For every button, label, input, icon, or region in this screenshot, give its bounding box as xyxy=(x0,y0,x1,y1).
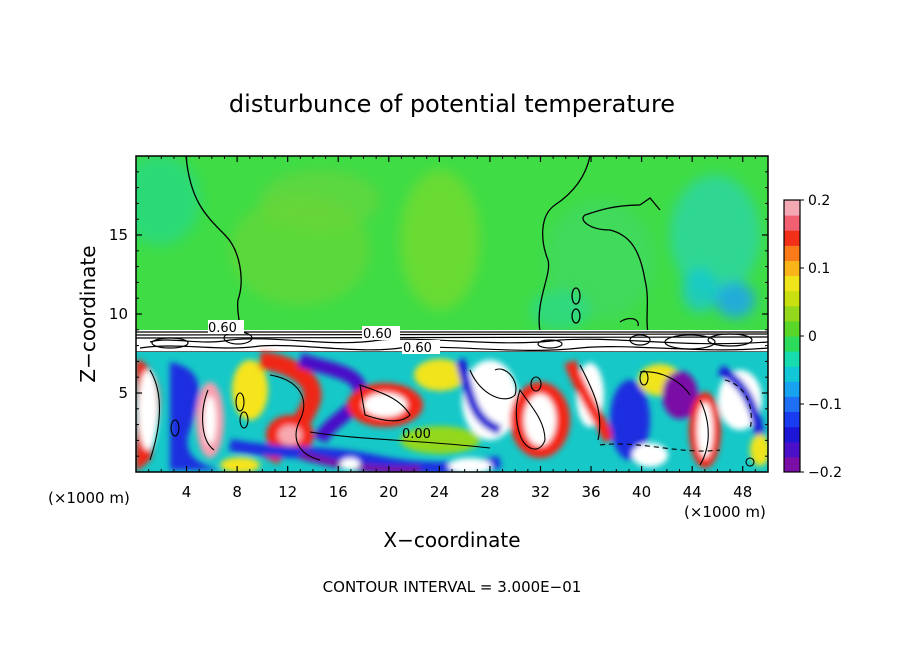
x-tick-label: 4 xyxy=(182,483,192,501)
x-tick-label: 16 xyxy=(329,483,348,501)
x-tick-label: 8 xyxy=(232,483,242,501)
x-axis-title: X−coordinate xyxy=(383,528,520,552)
colorbar-tick-label: −0.1 xyxy=(808,397,842,413)
colorbar-swatch xyxy=(784,215,800,231)
colorbar-tick-label: −0.2 xyxy=(808,465,842,481)
y-tick-label: 5 xyxy=(118,384,128,402)
lower-layer-structures xyxy=(136,351,768,472)
colorbar-swatch xyxy=(784,336,800,352)
colorbar-swatch xyxy=(784,351,800,367)
colorbar-swatch xyxy=(784,441,800,458)
contour-label: 0.60 xyxy=(363,327,392,342)
colorbar-swatch xyxy=(784,411,800,428)
y-axis: 5 10 15 xyxy=(109,171,768,457)
contour-label: 0.60 xyxy=(208,321,237,336)
plot-area: 0.60 0.60 0.60 0.00 xyxy=(136,156,768,472)
chart-title: disturbunce of potential temperature xyxy=(229,90,675,118)
y-tick-label: 15 xyxy=(109,226,128,244)
x-tick-label: 12 xyxy=(278,483,297,501)
colorbar-swatch xyxy=(784,245,800,261)
colorbar-swatch xyxy=(784,305,800,322)
x-tick-label: 48 xyxy=(733,483,752,501)
y-axis-title: Z−coordinate xyxy=(76,245,100,382)
colorbar-swatch xyxy=(784,320,800,337)
colorbar-swatch xyxy=(784,426,800,443)
colorbar-swatch xyxy=(784,456,800,473)
upper-layer-texture xyxy=(136,156,760,330)
x-tick-label: 20 xyxy=(379,483,398,501)
colorbar-swatch xyxy=(784,260,800,277)
colorbar-swatch xyxy=(784,381,800,397)
y-tick-label: 10 xyxy=(109,305,128,323)
x-unit-label-left: (×1000 m) xyxy=(48,489,130,507)
lower-contours xyxy=(149,364,755,467)
colorbar-swatch xyxy=(784,290,800,307)
contour-label: 0.00 xyxy=(402,427,431,442)
x-tick-label: 28 xyxy=(480,483,499,501)
colorbar-tick-label: 0.1 xyxy=(808,261,830,277)
colorbar-swatch xyxy=(784,396,800,413)
colorbar-swatch xyxy=(784,275,800,292)
colorbar-swatch xyxy=(784,230,800,246)
x-axis: 4 8 12 16 20 24 28 32 36 40 44 48 xyxy=(148,156,756,501)
upper-contours xyxy=(185,156,661,333)
colorbar: 0.2 0.1 0 −0.1 −0.2 xyxy=(783,193,842,481)
x-tick-label: 24 xyxy=(430,483,449,501)
x-tick-label: 36 xyxy=(581,483,600,501)
contour-label: 0.60 xyxy=(403,341,432,356)
colorbar-swatch xyxy=(784,366,800,382)
colorbar-tick-label: 0.2 xyxy=(808,193,830,209)
x-tick-label: 44 xyxy=(683,483,702,501)
x-unit-label-right: (×1000 m) xyxy=(684,503,766,521)
colorbar-tick-label: 0 xyxy=(808,329,817,345)
x-tick-label: 32 xyxy=(531,483,550,501)
x-tick-label: 40 xyxy=(632,483,651,501)
contour-labels: 0.60 0.60 0.60 0.00 xyxy=(208,320,440,442)
contour-interval-note: CONTOUR INTERVAL = 3.000E−01 xyxy=(323,578,582,596)
colorbar-swatch xyxy=(784,200,800,216)
